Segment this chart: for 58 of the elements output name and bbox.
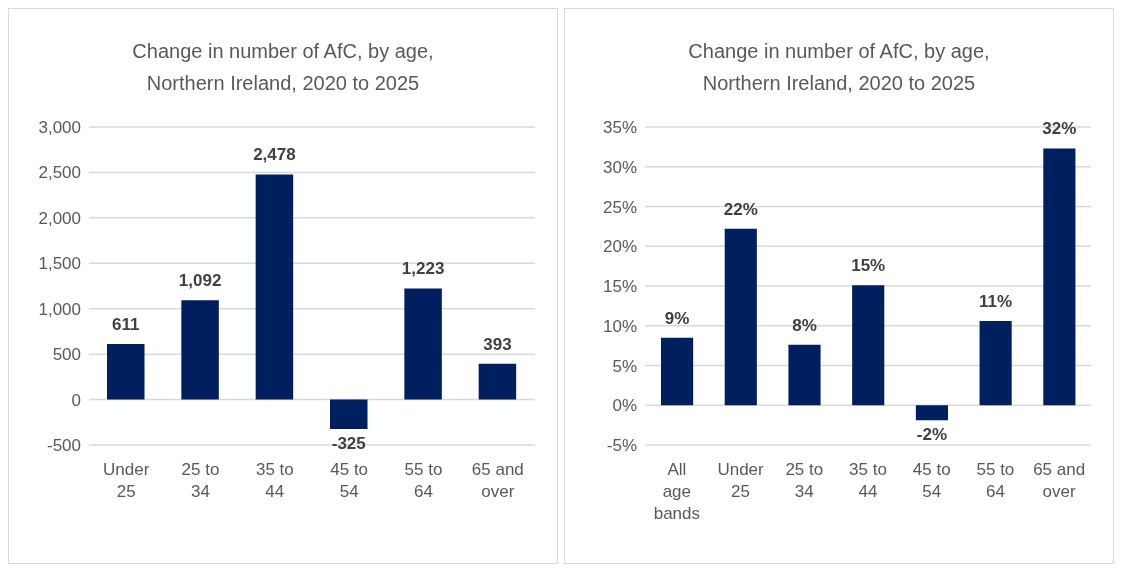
y-tick-label: 10%	[602, 316, 637, 336]
x-tick-label: 65 and over	[471, 460, 524, 501]
bar	[915, 405, 948, 421]
data-label: 1,092	[178, 271, 222, 291]
data-label: 9%	[664, 308, 690, 328]
data-label: 1,223	[401, 259, 445, 279]
x-tick-label: Under 25	[103, 460, 150, 501]
x-tick-label: 65 and over	[1033, 460, 1086, 501]
data-label: 11%	[979, 291, 1013, 311]
y-tick-label: 1,500	[38, 254, 81, 274]
y-tick-label: 2,500	[38, 163, 81, 183]
data-label: 393	[483, 334, 512, 354]
bar	[330, 399, 368, 430]
data-label: 22%	[723, 199, 758, 219]
y-tick-label: 1,000	[38, 299, 81, 319]
y-tick-label: 25%	[602, 197, 637, 217]
x-tick-label: 35 to 44	[849, 460, 887, 501]
y-tick-label: -500	[46, 436, 81, 456]
y-tick-label: 0%	[612, 396, 637, 416]
bar	[1043, 148, 1076, 406]
data-label: 2,478	[253, 145, 296, 165]
chart-title: Change in number of AfC, by age, Northern Ireland, 2020 to 2025	[131, 39, 435, 96]
y-tick-label: 30%	[602, 157, 637, 177]
bar	[788, 344, 821, 406]
bar	[852, 285, 885, 406]
bar	[478, 363, 517, 400]
bar	[107, 344, 145, 400]
data-label: 32%	[1042, 119, 1077, 139]
y-tick-label: 20%	[602, 237, 637, 257]
data-label: 8%	[792, 315, 817, 335]
y-tick-label: 35%	[602, 118, 637, 138]
x-tick-label: 45 to 54	[330, 460, 369, 501]
x-tick-label: 55 to 64	[976, 460, 1015, 501]
y-tick-label: 5%	[612, 356, 637, 376]
x-tick-label: 55 to 64	[404, 460, 443, 501]
y-tick-label: 0	[71, 390, 81, 410]
chart-title: Change in number of AfC, by age, Northern Ireland, 2020 to 2025	[687, 39, 991, 96]
bar	[255, 174, 294, 400]
y-tick-label: -5%	[606, 436, 637, 456]
bar	[724, 228, 757, 406]
y-tick-label: 15%	[602, 277, 637, 297]
bar	[181, 300, 219, 400]
data-label: 15%	[851, 256, 886, 276]
x-tick-label: All age bands	[653, 460, 701, 523]
y-tick-label: 2,000	[38, 208, 81, 228]
bar	[404, 288, 442, 400]
x-tick-label: 25 to 34	[785, 460, 824, 501]
y-tick-label: 3,000	[38, 118, 81, 138]
x-tick-label: 45 to 54	[912, 460, 951, 501]
y-tick-label: 500	[52, 345, 81, 365]
data-label: -2%	[916, 425, 948, 445]
x-tick-label: 35 to 44	[255, 460, 294, 501]
data-label: -325	[331, 434, 366, 454]
bar	[661, 337, 694, 406]
x-tick-label: 25 to 34	[181, 460, 220, 501]
x-tick-label: Under 25	[717, 460, 765, 501]
bar	[979, 320, 1012, 406]
data-label: 611	[112, 315, 140, 335]
